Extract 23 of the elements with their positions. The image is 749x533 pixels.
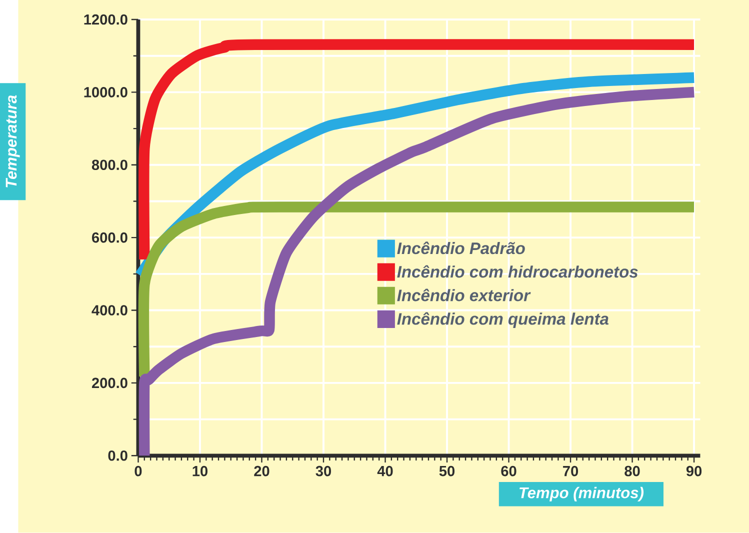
x-tick-label: 40 [377,466,393,476]
legend-label: Incêndio com hidrocarbonetos [397,265,638,278]
x-tick-label: 50 [439,466,455,476]
legend-label: Incêndio Padrão [397,242,525,254]
legend-label: Incêndio com queima lenta [397,312,608,328]
x-tick-label: 90 [686,466,702,476]
x-tick-label: 70 [563,466,578,476]
y-tick-label: 400.0 [92,305,128,316]
x-tick-label: 30 [316,466,331,476]
y-tick-label: 1200.0 [84,14,128,25]
x-tick-label: 20 [254,466,270,476]
y-tick-label: 0.0 [108,450,128,461]
x-axis-title: Tempo (minutos) [520,487,644,502]
y-axis-title: Temperatura [6,95,20,188]
x-tick-label: 80 [624,466,640,476]
x-tick-label: 60 [501,466,516,476]
x-tick-label: 10 [192,466,208,476]
x-tick-label: 0 [134,466,142,476]
y-tick-label: 1000.0 [84,87,128,98]
y-tick-label: 200.0 [92,378,128,388]
y-tick-label: 600.0 [92,232,128,243]
legend-label: Incêndio exterior [397,288,531,302]
y-tick-label: 800.0 [92,160,128,170]
